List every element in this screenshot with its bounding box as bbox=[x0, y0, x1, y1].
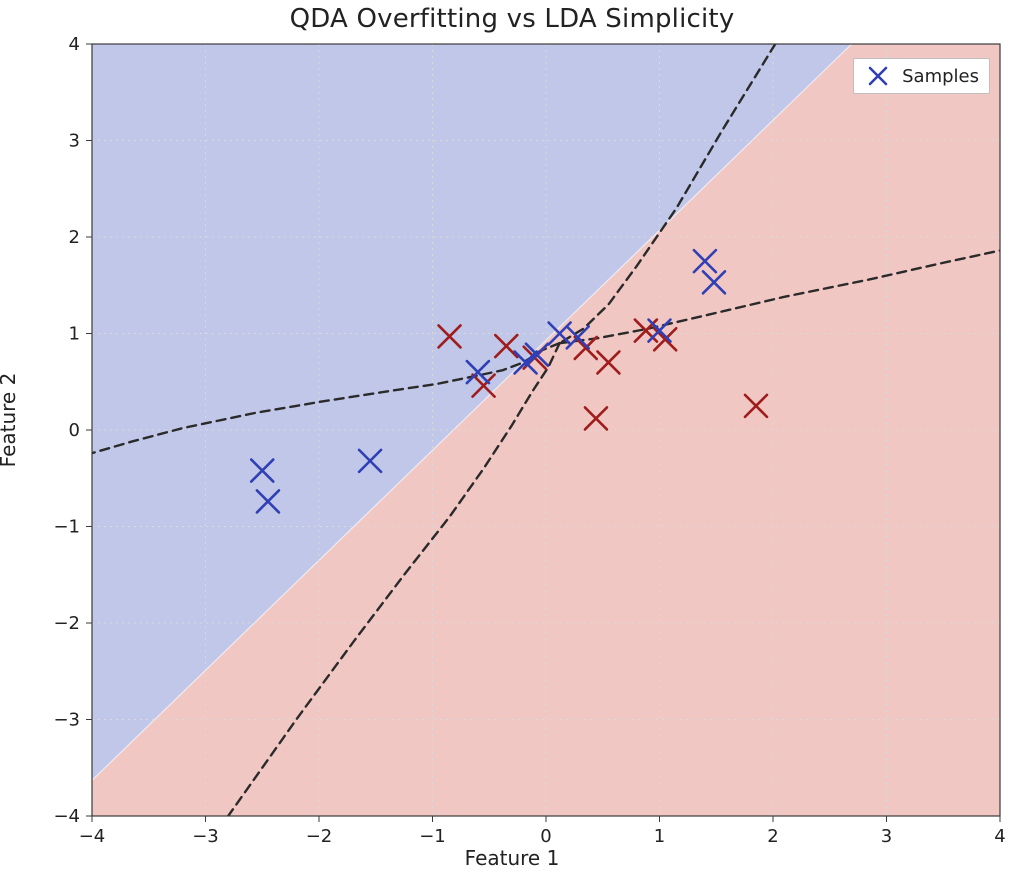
svg-text:−2: −2 bbox=[53, 613, 80, 634]
svg-text:3: 3 bbox=[881, 826, 892, 847]
svg-text:4: 4 bbox=[994, 826, 1005, 847]
svg-text:4: 4 bbox=[69, 34, 80, 55]
svg-text:1: 1 bbox=[69, 324, 80, 345]
chart-figure: QDA Overfitting vs LDA Simplicity −4 −3 −2… bbox=[0, 0, 1024, 876]
svg-text:3: 3 bbox=[69, 131, 80, 152]
svg-text:−4: −4 bbox=[79, 826, 106, 847]
legend-label: Samples bbox=[902, 66, 979, 87]
legend-marker-icon bbox=[864, 65, 892, 87]
chart-title: QDA Overfitting vs LDA Simplicity bbox=[0, 4, 1024, 34]
svg-text:2: 2 bbox=[69, 227, 80, 248]
legend: Samples bbox=[853, 58, 990, 94]
plot-svg: −4 −3 −2 −1 0 1 2 3 4 −4 −3 −2 −1 0 1 2 3 4 bbox=[0, 0, 1024, 876]
svg-text:0: 0 bbox=[69, 420, 80, 441]
y-axis-label: Feature 2 bbox=[0, 373, 20, 468]
svg-text:2: 2 bbox=[767, 826, 778, 847]
svg-text:−4: −4 bbox=[53, 806, 80, 827]
x-axis-label: Feature 1 bbox=[0, 846, 1024, 870]
svg-text:−2: −2 bbox=[306, 826, 333, 847]
svg-text:−1: −1 bbox=[419, 826, 446, 847]
svg-text:−3: −3 bbox=[192, 826, 219, 847]
svg-text:−1: −1 bbox=[53, 517, 80, 538]
svg-text:0: 0 bbox=[540, 826, 551, 847]
svg-text:1: 1 bbox=[654, 826, 665, 847]
svg-text:−3: −3 bbox=[53, 710, 80, 731]
